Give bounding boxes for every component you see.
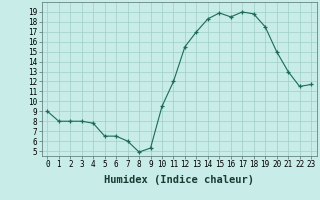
X-axis label: Humidex (Indice chaleur): Humidex (Indice chaleur): [104, 175, 254, 185]
